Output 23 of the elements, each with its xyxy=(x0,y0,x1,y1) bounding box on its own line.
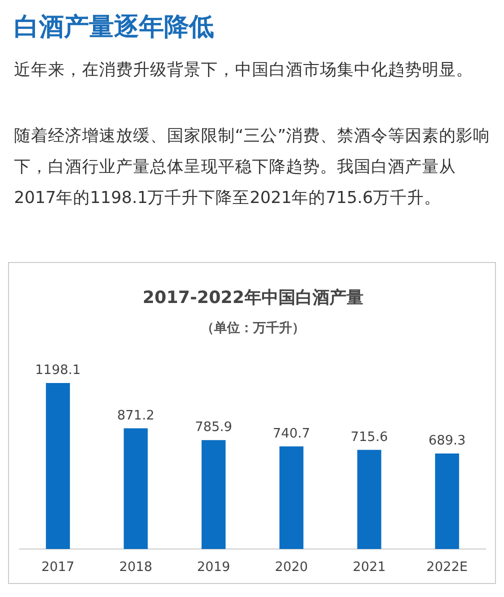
x-tick-label: 2018 xyxy=(119,560,152,575)
text: 近年来，在消费升级背景下，中国白酒市场集中化趋势明显。 xyxy=(14,59,474,81)
data-label: 740.7 xyxy=(272,426,310,442)
data-label: 1198.1 xyxy=(35,363,81,378)
text: 白酒产量逐年降低 xyxy=(14,11,214,43)
data-label: 785.9 xyxy=(194,420,232,436)
bar xyxy=(202,440,226,549)
x-tick-label: 2019 xyxy=(197,560,230,575)
data-label: 871.2 xyxy=(117,408,154,424)
x-tick-label: 2022E xyxy=(426,560,468,575)
bar xyxy=(46,383,70,549)
chart-subtitle: （单位：万千升） xyxy=(201,320,305,336)
x-tick-label: 2021 xyxy=(352,560,386,575)
x-tick-label: 2020 xyxy=(274,560,308,575)
bar xyxy=(279,446,304,549)
text: 随着经济增速放缓、国家限制“三公”消费、禁酒令等因素的影响下，白酒行业产量总体呈现平稳下降趋势。我国白酒产量从2017年的1198.1万千升下降至2021年的715.6万千升。 xyxy=(14,125,492,209)
bar xyxy=(124,428,148,549)
x-tick-label: 2017 xyxy=(41,560,74,575)
data-label: 689.3 xyxy=(428,433,466,448)
data-label: 715.6 xyxy=(350,430,388,445)
bar xyxy=(435,453,460,549)
bar xyxy=(357,450,382,549)
chart-title: 2017-2022年中国白酒产量 xyxy=(142,288,364,308)
